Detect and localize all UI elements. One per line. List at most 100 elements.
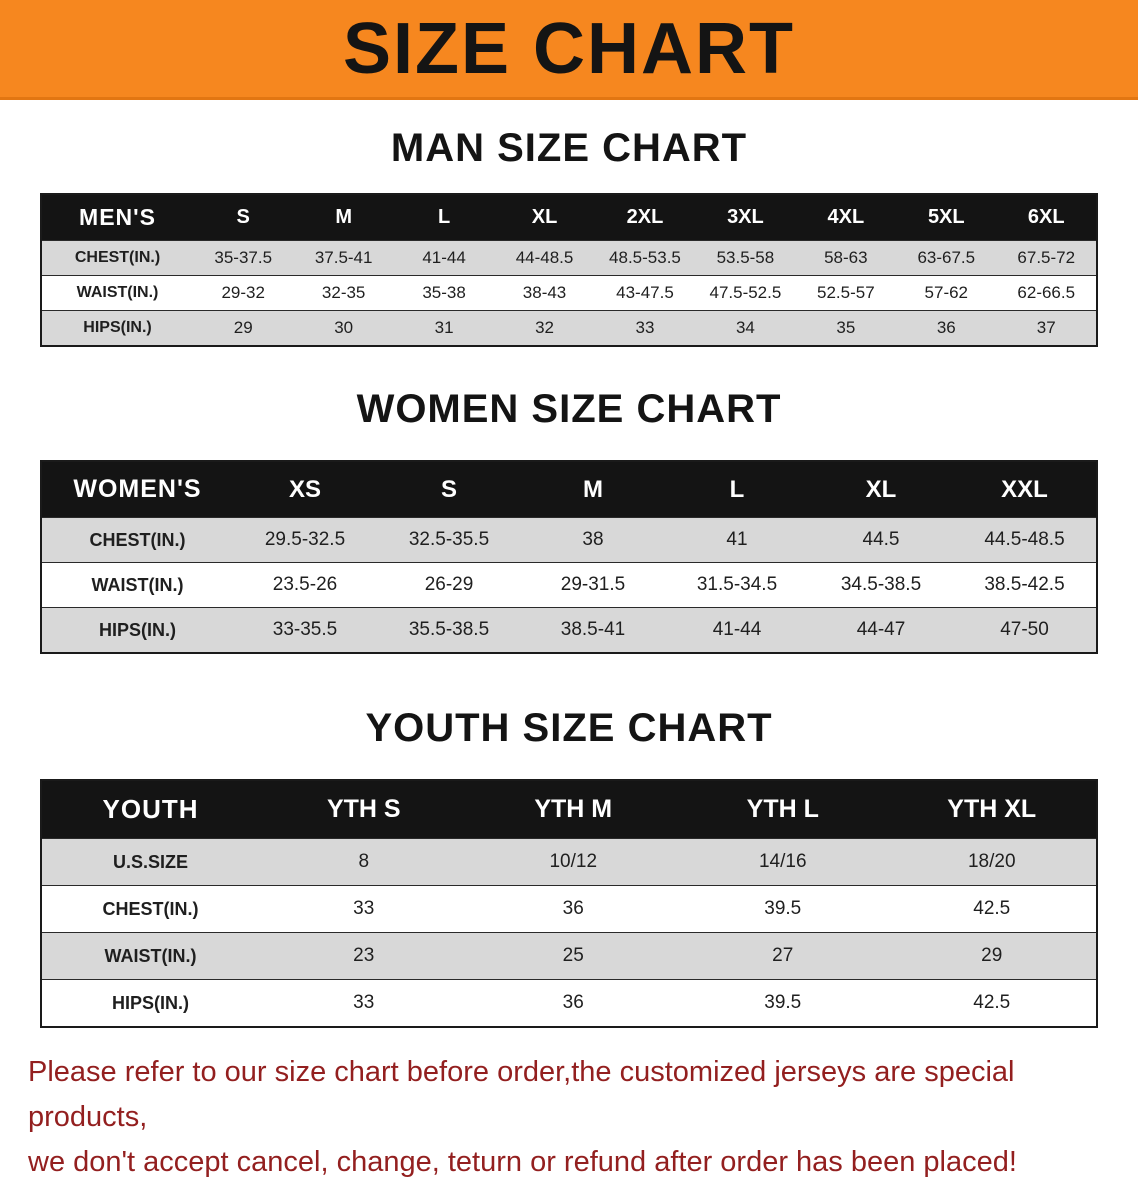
- size-value: 26-29: [377, 562, 521, 608]
- table-row: CHEST(IN.) 35-37.5 37.5-41 41-44 44-48.5 48.5…: [41, 240, 1097, 276]
- column-header: XL: [809, 461, 953, 518]
- size-value: 8: [259, 838, 469, 886]
- row-label: HIPS(IN.): [41, 310, 193, 346]
- table-row: WAIST(IN.) 29-32 32-35 35-38 38-43 43-47.5 47.…: [41, 275, 1097, 311]
- row-label: HIPS(IN.): [41, 979, 259, 1027]
- row-label: WAIST(IN.): [41, 562, 233, 608]
- size-value: 47.5-52.5: [695, 275, 796, 311]
- size-value: 47-50: [953, 607, 1097, 653]
- size-value: 39.5: [678, 979, 888, 1027]
- size-value: 41: [665, 517, 809, 563]
- column-header: S: [377, 461, 521, 518]
- column-header: L: [665, 461, 809, 518]
- size-value: 41-44: [665, 607, 809, 653]
- size-value: 58-63: [795, 240, 897, 276]
- column-header: M: [293, 194, 394, 241]
- order-policy-note-line2: we don't accept cancel, change, teturn o…: [28, 1145, 1017, 1178]
- size-value: 35-38: [393, 275, 495, 311]
- size-value: 44.5: [809, 517, 953, 563]
- row-label: WAIST(IN.): [41, 275, 193, 311]
- row-label: U.S.SIZE: [41, 838, 259, 886]
- column-header: M: [521, 461, 665, 518]
- size-value: 36: [896, 310, 997, 346]
- mens-size-table: MEN'S S M L XL 2XL 3XL 4XL 5XL 6XL CHEST(IN.) 35-37…: [40, 193, 1098, 347]
- table-header-row: YOUTH YTH S YTH M YTH L YTH XL: [41, 780, 1097, 839]
- youth-size-chart-heading: YOUTH SIZE CHART: [365, 706, 773, 750]
- size-value: 35: [795, 310, 897, 346]
- row-label: CHEST(IN.): [41, 517, 233, 563]
- size-value: 14/16: [678, 838, 888, 886]
- size-value: 35.5-38.5: [377, 607, 521, 653]
- table-row: HIPS(IN.) 33-35.5 35.5-38.5 38.5-41 41-44 44-…: [41, 607, 1097, 653]
- order-policy-note: Please refer to our size chart before or…: [0, 1050, 1138, 1185]
- size-value: 10/12: [468, 838, 678, 886]
- size-value: 37.5-41: [293, 240, 394, 276]
- column-header: 4XL: [795, 194, 897, 241]
- size-value: 36: [468, 979, 678, 1027]
- table-title-cell: MEN'S: [41, 194, 193, 241]
- size-value: 29: [887, 932, 1097, 980]
- table-row: CHEST(IN.) 29.5-32.5 32.5-35.5 38 41 44.5 44.5…: [41, 517, 1097, 563]
- size-value: 33: [594, 310, 696, 346]
- size-value: 27: [678, 932, 888, 980]
- table-row: HIPS(IN.) 33 36 39.5 42.5: [41, 979, 1097, 1027]
- table-title-cell: WOMEN'S: [41, 461, 233, 518]
- size-value: 53.5-58: [695, 240, 796, 276]
- column-header: 2XL: [594, 194, 696, 241]
- size-value: 38-43: [494, 275, 595, 311]
- size-value: 43-47.5: [594, 275, 696, 311]
- table-row: CHEST(IN.) 33 36 39.5 42.5: [41, 885, 1097, 933]
- size-value: 31: [393, 310, 495, 346]
- size-value: 48.5-53.5: [594, 240, 696, 276]
- row-label: CHEST(IN.): [41, 240, 193, 276]
- size-value: 62-66.5: [996, 275, 1097, 311]
- size-value: 33: [259, 885, 469, 933]
- size-value: 38.5-42.5: [953, 562, 1097, 608]
- size-value: 67.5-72: [996, 240, 1097, 276]
- column-header: YTH M: [468, 780, 678, 839]
- womens-size-table: WOMEN'S XS S M L XL XXL CHEST(IN.) 29.5-32.5 32.5…: [40, 460, 1098, 654]
- size-value: 30: [293, 310, 394, 346]
- row-label: WAIST(IN.): [41, 932, 259, 980]
- column-header: XS: [233, 461, 377, 518]
- size-value: 44.5-48.5: [953, 517, 1097, 563]
- size-value: 33-35.5: [233, 607, 377, 653]
- column-header: S: [193, 194, 294, 241]
- size-value: 34: [695, 310, 796, 346]
- column-header: 5XL: [896, 194, 997, 241]
- table-title-cell: YOUTH: [41, 780, 259, 839]
- size-value: 36: [468, 885, 678, 933]
- column-header: XXL: [953, 461, 1097, 518]
- man-size-chart-heading: MAN SIZE CHART: [390, 126, 748, 170]
- size-value: 52.5-57: [795, 275, 897, 311]
- size-value: 39.5: [678, 885, 888, 933]
- youth-size-table: YOUTH YTH S YTH M YTH L YTH XL U.S.SIZE 8 10/12…: [40, 779, 1098, 1028]
- size-value: 38: [521, 517, 665, 563]
- size-value: 29: [193, 310, 294, 346]
- table-row: U.S.SIZE 8 10/12 14/16 18/20: [41, 838, 1097, 886]
- column-header: XL: [494, 194, 595, 241]
- women-size-chart-heading: WOMEN SIZE CHART: [356, 387, 782, 431]
- order-policy-note-line1: Please refer to our size chart before or…: [28, 1056, 1015, 1133]
- column-header: L: [393, 194, 495, 241]
- column-header: YTH XL: [887, 780, 1097, 839]
- column-header: 3XL: [695, 194, 796, 241]
- size-chart-banner: SIZE CHART: [0, 0, 1138, 100]
- size-value: 42.5: [887, 885, 1097, 933]
- size-value: 31.5-34.5: [665, 562, 809, 608]
- table-row: HIPS(IN.) 29 30 31 32 33 34 35 36 37: [41, 310, 1097, 346]
- size-value: 29-31.5: [521, 562, 665, 608]
- size-value: 18/20: [887, 838, 1097, 886]
- size-value: 34.5-38.5: [809, 562, 953, 608]
- row-label: CHEST(IN.): [41, 885, 259, 933]
- size-value: 35-37.5: [193, 240, 294, 276]
- size-value: 33: [259, 979, 469, 1027]
- size-value: 23.5-26: [233, 562, 377, 608]
- size-chart-content: MAN SIZE CHART MEN'S S M L XL 2XL 3XL 4XL 5XL 6XL…: [0, 126, 1138, 1185]
- size-value: 23: [259, 932, 469, 980]
- size-value: 29.5-32.5: [233, 517, 377, 563]
- size-value: 44-48.5: [494, 240, 595, 276]
- size-value: 32-35: [293, 275, 394, 311]
- table-row: WAIST(IN.) 23.5-26 26-29 29-31.5 31.5-34.5 34…: [41, 562, 1097, 608]
- size-value: 25: [468, 932, 678, 980]
